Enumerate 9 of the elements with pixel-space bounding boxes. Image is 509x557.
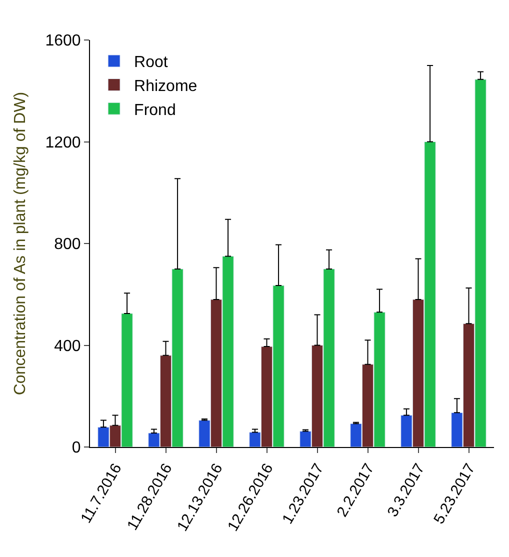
- legend-label: Root: [134, 54, 168, 72]
- y-tick-label: 400: [54, 338, 81, 355]
- legend-label: Rhizome: [134, 78, 198, 96]
- y-tick-label: 0: [72, 440, 81, 457]
- y-tick-label: 800: [54, 236, 81, 254]
- y-axis-title: Concentration of As in plant (mg/kg of DW): [12, 92, 30, 396]
- legend-label: Frond: [134, 102, 176, 119]
- y-tick-label: 1200: [45, 134, 81, 152]
- y-tick-label: 1600: [45, 32, 81, 50]
